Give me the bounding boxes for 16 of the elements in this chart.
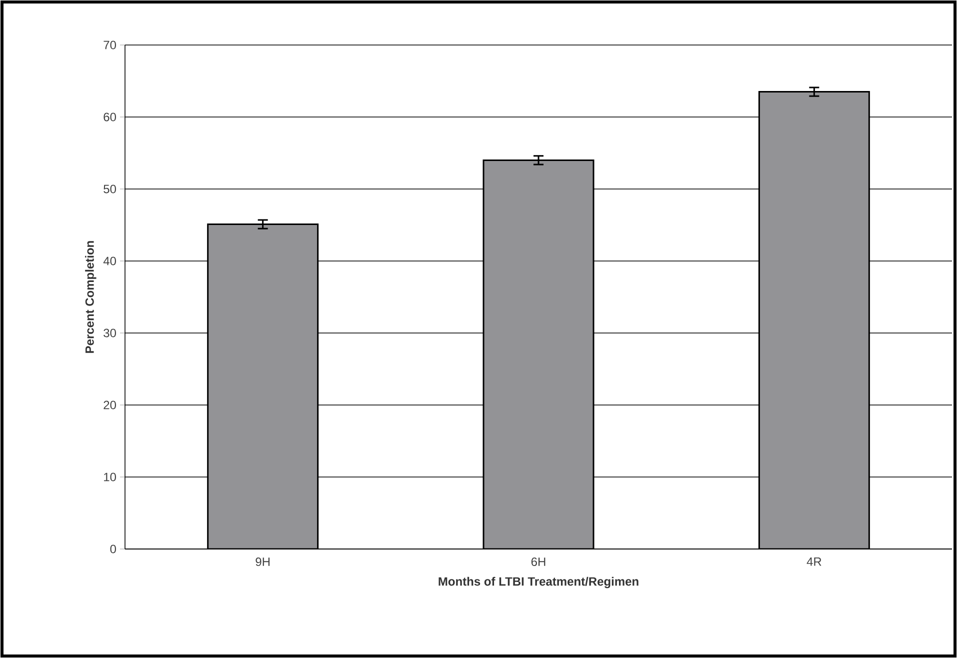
y-tick-label: 20	[104, 400, 116, 410]
y-tick-label: 30	[104, 328, 116, 338]
y-tick-label: 0	[110, 544, 116, 554]
bar	[207, 224, 319, 549]
x-tick-label: 4R	[806, 558, 822, 566]
y-tick-label: 60	[104, 112, 116, 122]
x-tick-label: 6H	[531, 558, 546, 566]
x-tick-label: 9H	[256, 558, 270, 566]
y-tick-label: 10	[104, 472, 116, 482]
y-axis-title: Percent Completion	[85, 241, 96, 353]
y-tick-label: 50	[104, 184, 116, 194]
y-tick-label: 70	[104, 40, 116, 50]
y-tick-label: 40	[103, 256, 116, 266]
bar	[758, 91, 870, 549]
x-axis-title: Months of LTBI Treatment/Regimen	[438, 576, 638, 588]
bar	[482, 159, 594, 549]
